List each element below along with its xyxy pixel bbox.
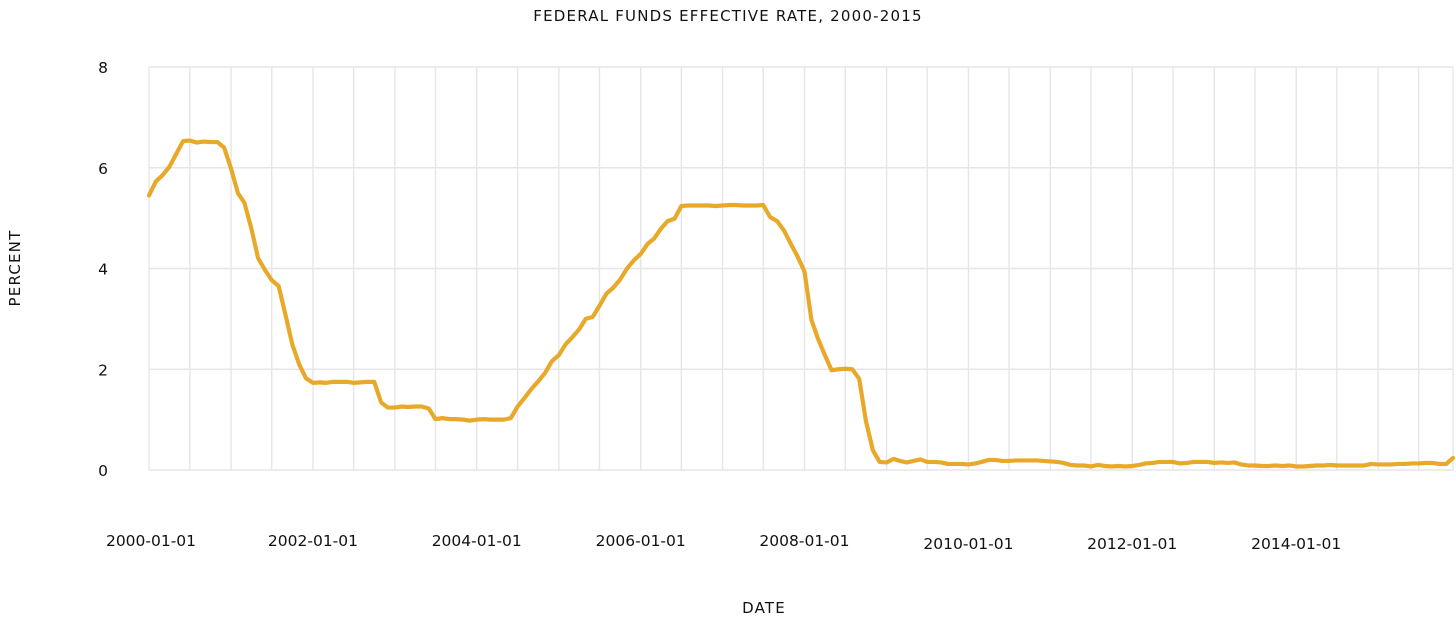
x-axis-ticks: 2000-01-01 2002-01-01 2004-01-01 2006-01-01… xyxy=(106,532,1341,553)
x-tick-label: 2012-01-01 xyxy=(1087,535,1177,553)
y-axis-title: PERCENT xyxy=(6,230,24,307)
chart-title: FEDERAL FUNDS EFFECTIVE RATE, 2000-2015 xyxy=(533,7,922,25)
y-tick-label: 4 xyxy=(98,261,108,279)
x-tick-label: 2014-01-01 xyxy=(1251,535,1341,553)
x-tick-label: 2006-01-01 xyxy=(596,532,686,550)
grid xyxy=(148,66,1454,471)
y-tick-label: 6 xyxy=(98,160,108,178)
y-axis-ticks: 0 2 4 6 8 xyxy=(98,59,108,480)
x-tick-label: 2000-01-01 xyxy=(106,532,196,550)
x-tick-label: 2004-01-01 xyxy=(432,532,522,550)
y-tick-label: 8 xyxy=(98,59,108,77)
series-line xyxy=(146,138,1456,469)
y-tick-label: 0 xyxy=(98,462,108,480)
x-tick-label: 2002-01-01 xyxy=(268,532,358,550)
x-tick-label: 2010-01-01 xyxy=(923,535,1013,553)
y-tick-label: 2 xyxy=(98,361,108,379)
x-tick-label: 2008-01-01 xyxy=(759,532,849,550)
x-axis-title: DATE xyxy=(742,599,786,617)
